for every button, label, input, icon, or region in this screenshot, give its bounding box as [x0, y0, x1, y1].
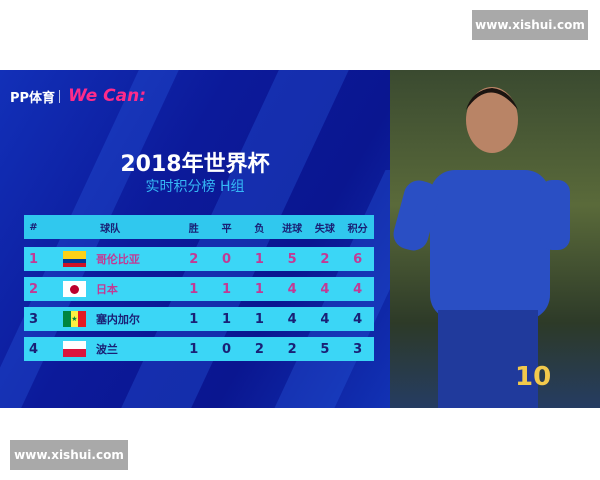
header-rank: #: [29, 221, 38, 233]
goals-against: 5: [320, 341, 330, 357]
page-subtitle: 实时积分榜 H组: [145, 179, 245, 195]
wins: 2: [189, 251, 199, 267]
standings-banner: PP体育 We Can: 2018年世界杯 实时积分榜 H组 # 球队 胜 平 …: [0, 70, 600, 408]
campaign-logo: We Can:: [68, 86, 147, 106]
table-row: 4 波兰 1 0 2 2 5 3: [24, 337, 374, 361]
watermark-bottom: www.xishui.com: [10, 440, 128, 470]
wins: 1: [189, 281, 199, 297]
logo: PP体育 We Can:: [10, 86, 146, 106]
header-draws: 平: [221, 223, 232, 235]
points: 3: [353, 341, 363, 357]
goals-for: 4: [287, 281, 297, 297]
goals-against: 4: [320, 311, 330, 327]
goals-for: 5: [287, 251, 297, 267]
header-wins: 胜: [188, 223, 199, 235]
table-row: 2 日本 1 1 1 4 4 4: [24, 277, 374, 301]
draws: 0: [222, 251, 232, 267]
rank: 2: [28, 281, 38, 297]
senegal-flag-icon: ★: [62, 311, 86, 327]
draws: 1: [222, 311, 232, 327]
table-header: # 球队 胜 平 负 进球 失球 积分: [24, 215, 374, 239]
points: 4: [353, 311, 363, 327]
goals-against: 4: [320, 281, 330, 297]
rank: 4: [28, 341, 38, 357]
draws: 1: [222, 281, 232, 297]
goals-for: 4: [287, 311, 297, 327]
team-name: 日本: [95, 283, 118, 296]
team-name: 哥伦比亚: [95, 253, 140, 266]
wins: 1: [189, 341, 199, 357]
brand-logo: PP体育: [10, 90, 56, 106]
header-points: 积分: [347, 223, 368, 235]
poland-flag-icon: [62, 341, 86, 357]
draws: 0: [222, 341, 232, 357]
losses: 2: [254, 341, 264, 357]
losses: 1: [254, 251, 264, 267]
colombia-flag-icon: [62, 251, 86, 267]
rank: 1: [28, 251, 38, 267]
japan-flag-icon: [62, 281, 86, 297]
table-row: 1 哥伦比亚 2 0 1 5 2 6: [24, 247, 374, 271]
table-row: 3 ★ 塞内加尔 1 1 1 4 4 4: [24, 307, 374, 331]
rank: 3: [28, 311, 38, 327]
points: 4: [353, 281, 363, 297]
goals-for: 2: [287, 341, 297, 357]
watermark-top: www.xishui.com: [472, 10, 588, 40]
losses: 1: [254, 281, 264, 297]
header-goals-for: 进球: [282, 223, 303, 235]
svg-text:10: 10: [515, 362, 551, 392]
points: 6: [353, 251, 363, 267]
standings-table: # 球队 胜 平 负 进球 失球 积分 1 哥伦比亚 2 0 1 5 2 6 2 日本 1 1 1…: [24, 215, 374, 367]
standings-panel: PP体育 We Can: 2018年世界杯 实时积分榜 H组 # 球队 胜 平 …: [0, 70, 390, 408]
header-team: 球队: [100, 223, 121, 235]
header-losses: 负: [254, 223, 265, 235]
goals-against: 2: [320, 251, 330, 267]
losses: 1: [254, 311, 264, 327]
team-name: 塞内加尔: [95, 313, 140, 326]
header-goals-against: 失球: [314, 223, 335, 235]
player-photo: 10: [390, 70, 600, 408]
team-name: 波兰: [95, 343, 118, 356]
page-title: 2018年世界杯: [120, 152, 270, 177]
wins: 1: [189, 311, 199, 327]
